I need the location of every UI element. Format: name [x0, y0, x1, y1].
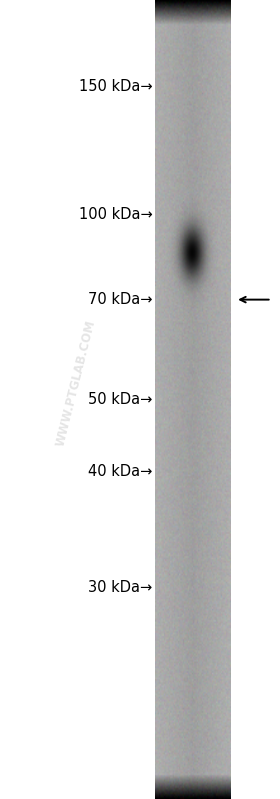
Text: 150 kDa→: 150 kDa→ [79, 79, 153, 93]
Text: 50 kDa→: 50 kDa→ [88, 392, 153, 407]
Text: WWW.PTGLAB.COM: WWW.PTGLAB.COM [53, 319, 98, 448]
Text: 100 kDa→: 100 kDa→ [79, 207, 153, 221]
Text: 30 kDa→: 30 kDa→ [88, 580, 153, 594]
Text: 40 kDa→: 40 kDa→ [88, 464, 153, 479]
Text: 70 kDa→: 70 kDa→ [88, 292, 153, 307]
